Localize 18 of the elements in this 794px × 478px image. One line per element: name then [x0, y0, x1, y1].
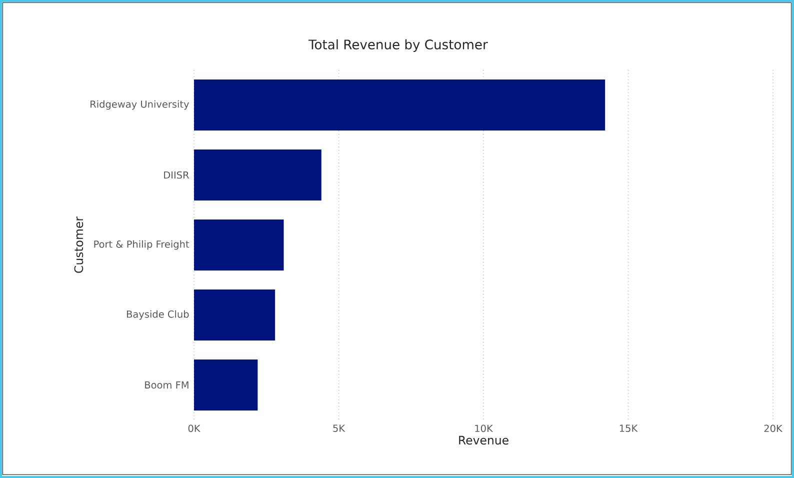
y-tick-label: Port & Philip Freight	[94, 240, 190, 250]
bar	[194, 80, 606, 130]
bar	[194, 359, 258, 410]
y-tick-label: Boom FM	[145, 381, 188, 389]
chart-title: Total Revenue by Customer	[308, 39, 488, 52]
bar	[194, 149, 322, 200]
y-tick-label: DIISR	[164, 171, 190, 179]
y-axis-title: Customer	[74, 216, 84, 273]
x-tick-label: 20K	[764, 424, 783, 432]
bar	[194, 219, 284, 270]
y-tick-label: Ridgeway University	[90, 100, 189, 110]
y-tick-label: Bayside Club	[126, 310, 189, 320]
x-tick-label: 5K	[333, 424, 346, 432]
bar	[194, 289, 276, 340]
x-tick-label: 15K	[620, 424, 638, 432]
x-tick-label: 0K	[188, 424, 200, 432]
x-tick-label: 10K	[475, 424, 494, 432]
x-axis-title: Revenue	[459, 436, 508, 445]
